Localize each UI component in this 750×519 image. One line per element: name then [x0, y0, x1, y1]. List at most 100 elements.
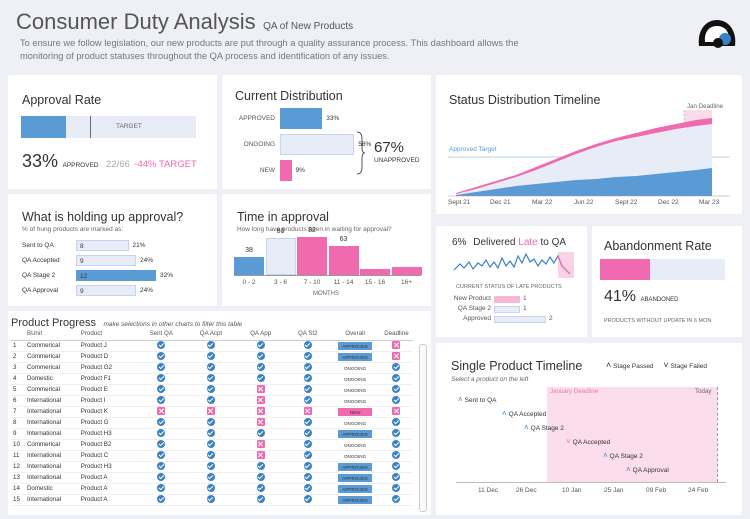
status-timeline-card: Status Distribution Timeline Jan Deadlin… — [436, 75, 742, 214]
column-header[interactable]: QA St2 — [285, 328, 331, 341]
histogram-bar[interactable] — [391, 266, 422, 275]
distribution-bar[interactable] — [280, 160, 292, 181]
status-timeline-x-axis: Sept 21 Dec 21 Mar 22 Jun 22 Sept 22 Dec… — [436, 199, 742, 209]
table-row[interactable]: 6 International Product I ONGOING — [11, 395, 413, 407]
distribution-bar[interactable] — [280, 108, 323, 129]
table-row[interactable]: 7 International Product K NEW — [11, 406, 413, 418]
timeline-event[interactable]: ˄ QA Approval — [626, 465, 669, 474]
table-row[interactable]: 1 Commerical Product J APPROVED — [11, 340, 413, 352]
column-header[interactable] — [11, 328, 25, 341]
late-status-label: Approved — [463, 315, 491, 322]
table-row[interactable]: 14 Domestic Product A APPROVED — [11, 483, 413, 495]
table-row[interactable]: 2 Commerical Product D APPROVED — [11, 351, 413, 363]
late-status-bar[interactable] — [494, 316, 546, 323]
check-circle-icon — [256, 340, 265, 349]
table-header-row: BUnit Product Sent QA QA Acpt QA App QA St2 Ov… — [11, 328, 413, 341]
holding-up-bar[interactable]: 9 — [76, 285, 136, 296]
table-row[interactable]: 15 International Product A APPROVED — [11, 494, 413, 506]
approval-target-label: TARGET — [116, 123, 142, 130]
late-title-highlight: Late — [518, 237, 538, 248]
overall-cell: APPROVED — [330, 483, 380, 495]
check-circle-icon — [206, 417, 215, 426]
check-circle-icon — [206, 362, 215, 371]
late-status-bar[interactable] — [494, 296, 520, 303]
column-header[interactable]: Product — [78, 328, 137, 341]
late-status-bar[interactable] — [494, 306, 520, 313]
cross-icon — [392, 406, 401, 415]
stage-cell — [136, 351, 187, 363]
cross-icon — [206, 406, 215, 415]
distribution-bar[interactable] — [280, 134, 355, 155]
table-row[interactable]: 9 International Product H3 APPROVED — [11, 428, 413, 440]
check-circle-icon — [256, 483, 265, 492]
holding-up-bar[interactable]: 8 — [76, 240, 129, 251]
late-status-count: 2 — [549, 315, 553, 322]
check-circle-icon — [303, 351, 312, 360]
check-circle-icon — [256, 351, 265, 360]
table-row[interactable]: 13 International Product A APPROVED — [11, 472, 413, 484]
deadline-cell — [379, 472, 413, 484]
row-number: 1 — [11, 340, 25, 352]
timeline-event[interactable]: ˄ QA Stage 2 — [524, 423, 564, 432]
histogram-bar[interactable] — [297, 237, 327, 275]
timeline-event[interactable]: ˅ QA Accepted — [566, 437, 610, 446]
timeline-event[interactable]: ˄ QA Accepted — [502, 409, 546, 418]
histogram-bar[interactable] — [265, 237, 296, 275]
x-tick-label: 25 Jan — [604, 487, 624, 494]
stage-cell — [235, 461, 286, 473]
table-row[interactable]: 12 International Product H3 APPROVED — [11, 461, 413, 473]
table-row[interactable]: 11 International Product C ONGOING — [11, 450, 413, 462]
holding-up-bar[interactable]: 12 — [76, 270, 156, 281]
timeline-event[interactable]: ˄ QA Stage 2 — [603, 451, 643, 460]
check-circle-icon — [303, 461, 312, 470]
deadline-cell — [379, 384, 413, 396]
product-name: Product H3 — [78, 461, 137, 473]
table-row[interactable]: 3 Commerical Product G2 ONGOING — [11, 362, 413, 374]
distribution-label: ONGOING — [243, 141, 275, 148]
column-header[interactable]: Overall — [330, 328, 380, 341]
deadline-cell — [379, 362, 413, 374]
stage-cell — [186, 472, 236, 484]
stage-passed-icon: ˄ — [524, 423, 529, 432]
product-name: Product F1 — [78, 373, 137, 385]
table-row[interactable]: 4 Domestic Product F1 ONGOING — [11, 373, 413, 385]
product-name: Product J — [78, 340, 137, 352]
check-circle-icon — [157, 362, 166, 371]
holding-up-bar[interactable]: 9 — [76, 255, 136, 266]
stage-cell — [285, 373, 331, 385]
column-header[interactable]: QA Acpt — [186, 328, 236, 341]
stage-passed-icon: ˄ — [502, 409, 507, 418]
column-header[interactable]: QA App — [235, 328, 286, 341]
check-circle-icon — [392, 439, 401, 448]
histogram-bar[interactable] — [234, 257, 264, 275]
distribution-label: NEW — [259, 167, 275, 174]
stage-cell — [285, 450, 331, 462]
legend: ˄ Stage Passed ˅ Stage Failed — [606, 360, 707, 370]
column-header[interactable]: BUnit — [24, 328, 79, 341]
stage-cell — [186, 362, 236, 374]
timeline-event[interactable]: ˄ Sent to QA — [458, 395, 496, 404]
column-header[interactable]: Sent QA — [136, 328, 187, 341]
cross-icon — [256, 450, 265, 459]
stage-cell — [235, 450, 286, 462]
distribution-pct: 33% — [326, 115, 340, 122]
overall-cell: APPROVED — [330, 472, 380, 484]
single-timeline-card: Single Product Timeline Select a product… — [436, 343, 742, 515]
status-timeline-title: Status Distribution Timeline — [449, 93, 601, 107]
deadline-cell — [379, 417, 413, 429]
table-row[interactable]: 8 International Product G ONGOING — [11, 417, 413, 429]
holding-up-subtitle: % of hung products are marked as: — [22, 226, 124, 233]
check-circle-icon — [157, 340, 166, 349]
timeline-event-label: QA Accepted — [572, 439, 611, 446]
table-row[interactable]: 10 Commerical Product B2 ONGOING — [11, 439, 413, 451]
histogram-bar[interactable] — [328, 245, 359, 275]
histogram-bar[interactable] — [360, 269, 390, 275]
stage-cell — [285, 461, 331, 473]
today-label: Today — [695, 388, 712, 395]
approved-target-label: Approved Target — [449, 146, 497, 153]
table-row[interactable]: 5 Commerical Product E ONGOING — [11, 384, 413, 396]
product-name: Product E — [78, 384, 137, 396]
table-scrollbar[interactable] — [419, 344, 427, 512]
column-header[interactable]: Deadline — [379, 328, 413, 341]
stage-cell — [235, 373, 286, 385]
